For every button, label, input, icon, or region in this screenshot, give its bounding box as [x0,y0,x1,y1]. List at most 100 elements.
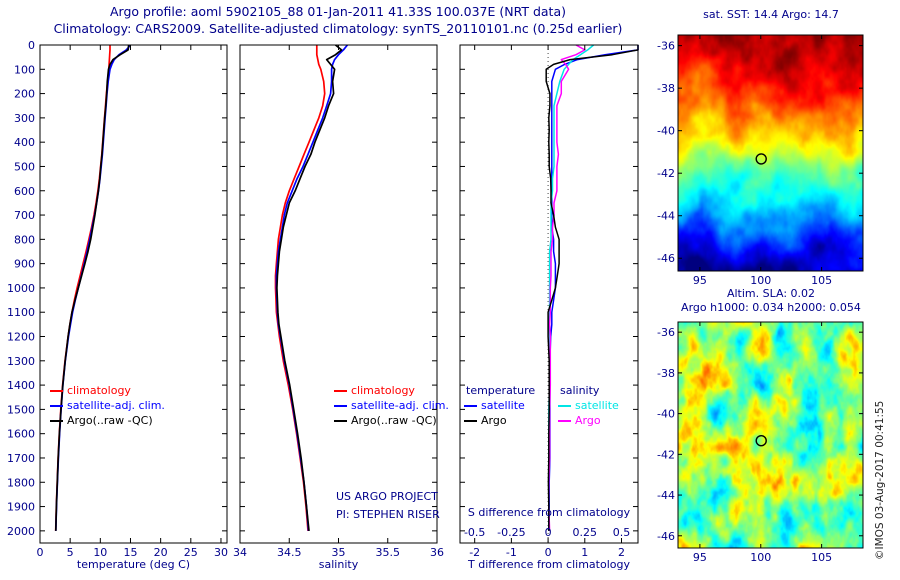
sst-map-title: sat. SST: 14.4 Argo: 14.7 [703,8,839,21]
tick-label: 400 [14,136,35,149]
tick-label: -40 [657,408,675,421]
legend-line-swatch [558,405,571,407]
series-satellite-adj. clim. [275,44,349,531]
imos-watermark: ©IMOS 03-Aug-2017 00:41:55 [874,400,886,560]
legend-label: satellite [481,399,525,412]
tick-label: -46 [657,530,675,543]
tick-label: 100 [750,551,771,564]
legend-label: Argo [481,414,507,427]
axes-box [459,44,639,544]
tick-label: 100 [14,63,35,76]
temperature-profile: 0 5 10 15 20 25 300100200300400500600700800900… [7,39,228,559]
legend-line-swatch [464,420,477,422]
legend-label: Argo(..raw -QC) [67,414,153,427]
tick-label: 500 [14,160,35,173]
series-temperature-Argo [545,45,639,531]
legend-label: Argo [575,414,601,427]
legend-group-header: salinity [560,384,600,397]
tick-label: 0 [545,546,552,559]
tick-label: 200 [14,88,35,101]
tick-label: 105 [811,551,832,564]
sst-map-image [678,35,863,271]
legend-label: satellite-adj. clim. [67,399,165,412]
legend-item: Argo(..raw -QC) [334,413,449,428]
tick-label: 34 [233,546,247,559]
difference-legend: temperature satellite Argo salinity satellit… [464,383,640,433]
sla-map-axes: 95 100 105 -36 -38 -40 -42 -44 -46 [657,321,864,564]
tick-label: 1200 [7,331,35,344]
tick-label: 105 [811,274,832,287]
tick-label: 10 [93,546,107,559]
tick-label: 700 [14,209,35,222]
legend-line-swatch [50,390,63,392]
tick-label: -2 [469,546,480,559]
legend-line-swatch [334,420,347,422]
tick-label: 15 [123,546,137,559]
tick-label: -40 [657,125,675,138]
series-satellite-adj. clim. [54,44,132,531]
legend-line-swatch [334,390,347,392]
temperature-axis-label: temperature (deg C) [76,558,191,571]
axes-box [239,44,438,544]
legend-line-swatch [50,405,63,407]
series-Argo(..raw -QC) [54,44,130,531]
salinity-axis-label: salinity [318,558,359,571]
tick-label: 0.25 [573,526,598,539]
legend-item: Argo [558,413,619,428]
series-climatology [54,45,111,531]
tick-label: -36 [657,326,675,339]
tick-label: -0.25 [497,526,525,539]
t-difference-axis-label: T difference from climatology [468,558,630,571]
sla-map-title-line1: Altim. SLA: 0.02 [726,287,816,300]
series-Argo(..raw -QC) [276,44,343,531]
tick-label: 1400 [7,379,35,392]
tick-label: 95 [693,274,707,287]
tick-label: 35 [332,546,346,559]
salinity-profile: 34 34.5 35 35.5 36 [233,44,444,559]
legend-label: Argo(..raw -QC) [351,414,437,427]
legend-line-swatch [50,420,63,422]
tick-label: -1 [506,546,517,559]
project-credit: US ARGO PROJECT [336,490,438,503]
tick-label: -38 [657,82,675,95]
series-salinity-Argo [548,44,586,531]
legend-item: Argo [464,413,535,428]
tick-label: -38 [657,367,675,380]
tick-label: 30 [214,546,228,559]
legend-group-header: temperature [466,384,536,397]
tick-label: 25 [184,546,198,559]
tick-label: 800 [14,233,35,246]
legend-item: satellite-adj. clim. [50,398,165,413]
tick-label: -42 [657,448,675,461]
tick-label: 1700 [7,452,35,465]
legend-label: satellite [575,399,619,412]
tick-label: 2 [618,546,625,559]
tick-label: 34.5 [277,546,302,559]
tick-label: 5 [67,546,74,559]
sla-map-title-line2: Argo h1000: 0.034 h2000: 0.054 [681,301,861,314]
tick-label: 20 [154,546,168,559]
tick-label: 2000 [7,525,35,538]
legend-group-salinity: salinity satellite Argo [558,383,619,428]
tick-label: 600 [14,185,35,198]
legend-line-swatch [464,405,477,407]
sst-map-axes: 95 100 105 -36 -38 -40 -42 -44 -46 [657,34,864,287]
axes-box [39,44,228,544]
tick-label: 0 [545,526,552,539]
legend-item: satellite-adj. clim. [334,398,449,413]
tick-label: 300 [14,112,35,125]
legend-label: satellite-adj. clim. [351,399,449,412]
series-temperature-satellite [548,45,639,531]
tick-label: 1900 [7,501,35,514]
temperature-legend: climatology satellite-adj. clim. Argo(..ra… [50,383,165,428]
tick-label: 36 [430,546,444,559]
tick-label: 1000 [7,282,35,295]
tick-label: -46 [657,252,675,265]
legend-label: climatology [67,384,131,397]
tick-label: 0 [28,39,35,52]
tick-label: -44 [657,210,675,223]
pi-credit: PI: STEPHEN RISER [336,508,440,521]
tick-label: 1600 [7,428,35,441]
